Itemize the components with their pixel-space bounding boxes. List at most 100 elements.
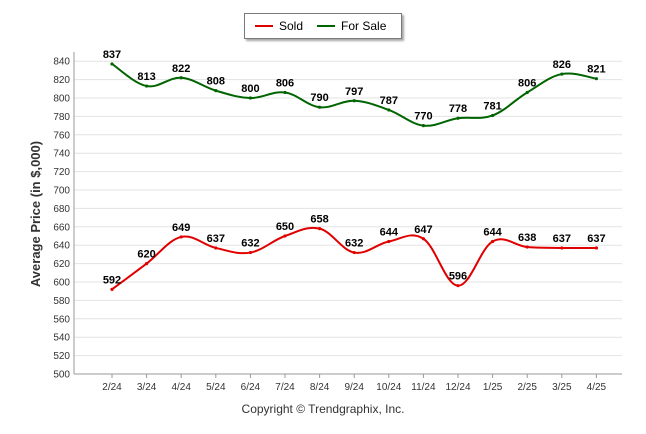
data-label-for-sale: 806 bbox=[276, 77, 294, 89]
data-point-sold bbox=[456, 284, 460, 288]
data-label-for-sale: 822 bbox=[172, 63, 190, 75]
data-point-for-sale bbox=[456, 116, 460, 120]
y-tick-label: 800 bbox=[53, 94, 70, 105]
data-label-sold: 632 bbox=[345, 238, 363, 250]
data-label-for-sale: 808 bbox=[207, 76, 225, 88]
y-tick-label: 740 bbox=[53, 149, 70, 160]
data-label-for-sale: 787 bbox=[380, 95, 398, 107]
data-label-sold: 644 bbox=[483, 227, 502, 239]
data-point-for-sale bbox=[594, 77, 599, 81]
data-label-for-sale: 800 bbox=[241, 83, 259, 95]
data-label-for-sale: 806 bbox=[518, 77, 536, 89]
legend-item-sold: Sold bbox=[255, 19, 303, 33]
data-label-for-sale: 781 bbox=[483, 100, 501, 112]
data-point-for-sale bbox=[491, 113, 495, 118]
data-point-sold bbox=[560, 246, 564, 250]
data-label-sold: 658 bbox=[310, 214, 328, 226]
data-point-sold bbox=[525, 245, 529, 249]
x-tick-label: 8/24 bbox=[310, 382, 330, 393]
y-tick-label: 840 bbox=[53, 57, 70, 68]
x-tick-label: 6/24 bbox=[241, 382, 261, 393]
y-tick-label: 640 bbox=[53, 241, 70, 252]
data-point-sold bbox=[283, 234, 287, 238]
data-point-for-sale bbox=[421, 124, 425, 128]
y-axis-label: Average Price (in $,000) bbox=[28, 141, 43, 287]
data-label-sold: 638 bbox=[518, 232, 536, 244]
data-label-for-sale: 770 bbox=[414, 111, 432, 123]
data-label-sold: 620 bbox=[137, 249, 155, 261]
x-tick-label: 3/25 bbox=[552, 382, 572, 393]
data-point-for-sale bbox=[145, 84, 149, 88]
grid-lines bbox=[74, 60, 622, 375]
legend-swatch-sold bbox=[255, 25, 273, 27]
y-tick-label: 720 bbox=[53, 167, 70, 178]
x-tick-label: 2/25 bbox=[517, 382, 537, 393]
data-label-for-sale: 813 bbox=[137, 71, 155, 83]
data-point-sold bbox=[248, 250, 252, 255]
data-point-for-sale bbox=[318, 105, 322, 109]
data-label-sold: 632 bbox=[241, 238, 259, 250]
data-point-sold bbox=[491, 239, 495, 244]
data-label-for-sale: 826 bbox=[553, 59, 571, 71]
data-point-sold bbox=[594, 246, 599, 250]
x-tick-label: 5/24 bbox=[206, 382, 226, 393]
data-point-for-sale bbox=[387, 108, 391, 112]
data-point-sold bbox=[318, 227, 322, 231]
data-label-sold: 637 bbox=[587, 233, 605, 245]
data-label-sold: 650 bbox=[276, 221, 294, 233]
y-axis: 500 520 540 560 580 600 620 640 660 680 700 720 740 7… bbox=[53, 52, 75, 381]
x-tick-label: 3/24 bbox=[137, 382, 157, 393]
x-tick-label: 9/24 bbox=[344, 382, 364, 393]
data-point-for-sale bbox=[283, 90, 287, 95]
x-tick-label: 12/24 bbox=[445, 382, 470, 393]
data-point-sold bbox=[352, 250, 356, 255]
x-tick-label: 4/25 bbox=[587, 382, 607, 393]
y-tick-label: 620 bbox=[53, 259, 70, 270]
data-point-for-sale bbox=[525, 90, 529, 95]
y-tick-label: 820 bbox=[53, 75, 70, 86]
y-tick-label: 580 bbox=[53, 296, 70, 307]
data-label-for-sale: 821 bbox=[587, 64, 605, 76]
series-layer: 592 620 649 637 632 650 658 632 644 647 596 644 638 6… bbox=[103, 49, 606, 291]
x-tick-label: 4/24 bbox=[171, 382, 191, 393]
data-point-for-sale bbox=[248, 96, 252, 100]
x-tick-label: 1/25 bbox=[483, 382, 503, 393]
x-axis: 2/24 3/24 4/24 5/24 6/24 7/24 8/24 9/24 10/24 11/… bbox=[74, 373, 622, 393]
legend: Sold For Sale bbox=[244, 13, 402, 39]
legend-item-for-sale: For Sale bbox=[317, 19, 386, 33]
y-tick-label: 600 bbox=[53, 278, 70, 289]
data-point-for-sale bbox=[214, 89, 218, 93]
data-point-for-sale bbox=[179, 76, 183, 80]
data-label-sold: 649 bbox=[172, 222, 190, 234]
y-tick-label: 700 bbox=[53, 186, 70, 197]
y-tick-label: 540 bbox=[53, 333, 70, 344]
x-tick-label: 11/24 bbox=[411, 382, 436, 393]
legend-label-sold: Sold bbox=[279, 19, 304, 33]
data-label-sold: 637 bbox=[553, 233, 571, 245]
data-label-for-sale: 790 bbox=[310, 92, 328, 104]
data-point-sold bbox=[110, 287, 114, 291]
data-point-sold bbox=[214, 246, 218, 250]
y-tick-label: 660 bbox=[53, 222, 70, 233]
x-tick-label: 2/24 bbox=[102, 382, 122, 393]
data-point-for-sale bbox=[560, 72, 564, 76]
copyright-text: Copyright © Trendgraphix, Inc. bbox=[241, 402, 405, 416]
data-label-sold: 637 bbox=[207, 233, 225, 245]
x-tick-label: 7/24 bbox=[275, 382, 295, 393]
legend-label-for-sale: For Sale bbox=[341, 19, 387, 33]
y-tick-label: 500 bbox=[53, 370, 70, 381]
data-label-sold: 647 bbox=[414, 224, 432, 236]
y-tick-label: 560 bbox=[53, 314, 70, 325]
data-label-sold: 644 bbox=[380, 227, 399, 239]
x-tick-label: 10/24 bbox=[376, 382, 401, 393]
data-label-sold: 592 bbox=[103, 274, 121, 286]
y-tick-label: 760 bbox=[53, 130, 70, 141]
y-tick-label: 680 bbox=[53, 204, 70, 215]
data-point-sold bbox=[387, 239, 391, 244]
data-point-sold bbox=[145, 262, 149, 266]
y-tick-label: 780 bbox=[53, 112, 70, 123]
data-label-for-sale: 778 bbox=[449, 103, 467, 115]
data-point-sold bbox=[421, 237, 425, 241]
data-point-sold bbox=[179, 235, 183, 239]
